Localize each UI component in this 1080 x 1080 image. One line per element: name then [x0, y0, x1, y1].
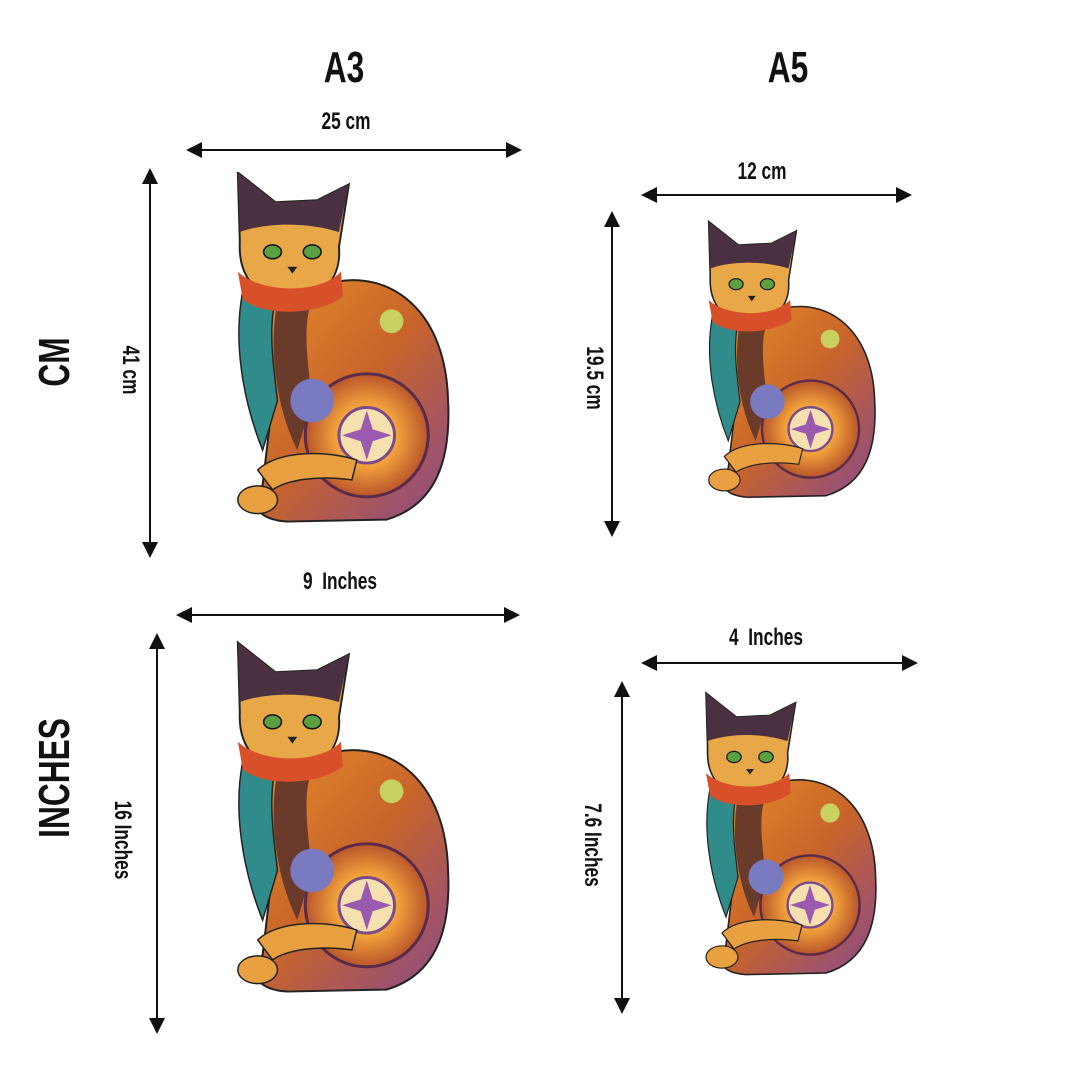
a3-cm-width-label: 25 cm: [321, 108, 371, 135]
a3-in-width-label: 9 Inches: [303, 568, 377, 595]
a5-in-height-label: 7.6 Inches: [579, 803, 606, 887]
column-a5-heading: A5: [767, 43, 809, 92]
cat-puzzle-a3-cm: [218, 172, 456, 530]
row-cm-heading: CM: [30, 337, 79, 387]
column-a3-heading: A3: [323, 43, 365, 92]
a5-cm-height-label: 19.5 cm: [581, 346, 608, 410]
a5-in-width-label: 4 Inches: [729, 624, 803, 651]
cat-puzzle-a5-in: [690, 688, 882, 986]
cat-puzzle-a3-in: [218, 640, 456, 1002]
a3-cm-height-label: 41 cm: [117, 345, 144, 395]
a5-cm-width-label: 12 cm: [737, 158, 787, 185]
cat-puzzle-a5-cm: [693, 220, 881, 505]
a3-in-height-label: 16 Inches: [109, 800, 136, 880]
row-inches-heading: INCHES: [30, 718, 79, 838]
